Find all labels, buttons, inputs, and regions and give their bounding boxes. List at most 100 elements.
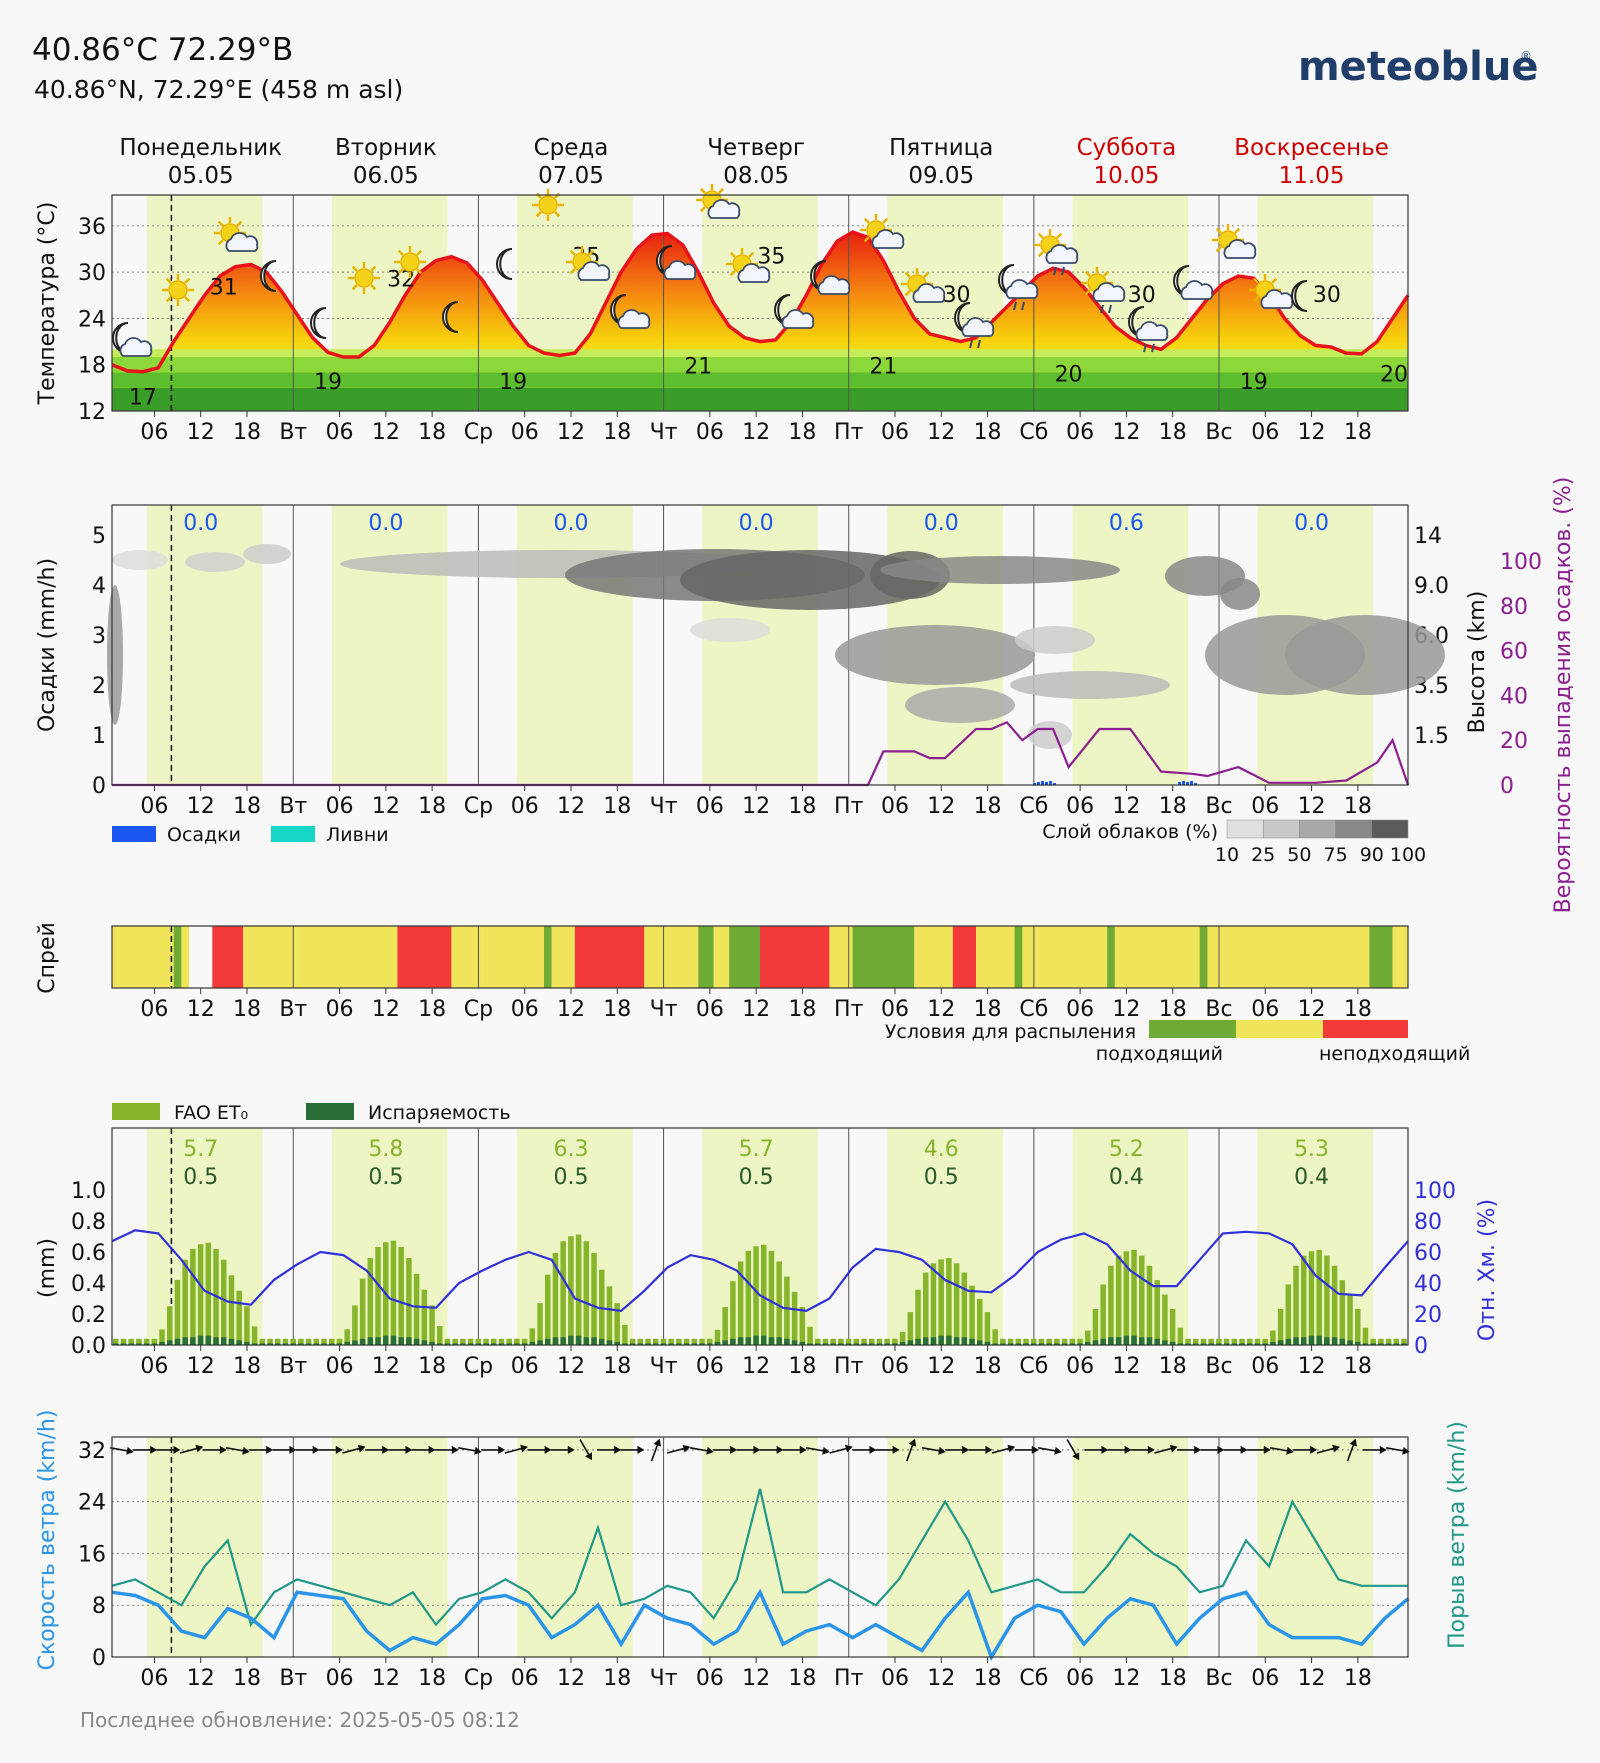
- evaporation-bar: [707, 1343, 713, 1345]
- evaporation-bar: [221, 1337, 227, 1345]
- evaporation-bar: [498, 1343, 505, 1345]
- evaporation-bar: [923, 1337, 929, 1345]
- evaporation-bar: [259, 1343, 266, 1345]
- temperature-axis-label: Температура (°C): [35, 202, 60, 406]
- wind-speed-line: [111, 1588, 1410, 1662]
- et0-bar: [359, 1278, 366, 1345]
- x-tick-label: 18: [603, 1354, 631, 1379]
- et0-bar: [290, 1338, 296, 1345]
- cloud-legend-tick: 10: [1215, 844, 1239, 866]
- sun-ray: [397, 249, 404, 256]
- wind-arrow-head: [219, 1445, 227, 1454]
- et0-total: 4.6: [924, 1137, 959, 1162]
- wind-arrow-head: [474, 1446, 482, 1455]
- spray-cell: [729, 926, 760, 988]
- x-tick-label: 12: [742, 420, 770, 445]
- evaporation-bar: [768, 1337, 775, 1345]
- et0-total: 5.8: [368, 1137, 403, 1162]
- wind-arrow-head: [126, 1446, 134, 1455]
- wind-arrow-head: [498, 1445, 506, 1454]
- brand-logo[interactable]: meteoblue: [1298, 44, 1539, 90]
- y-tick-label: 0: [92, 774, 106, 799]
- et0-bar: [807, 1326, 813, 1345]
- evaporation-bar: [830, 1343, 836, 1345]
- cloud-shape: [707, 199, 741, 219]
- evaporation-bar: [907, 1340, 914, 1345]
- page-subtitle: 40.86°N, 72.29°E (458 m asl): [34, 75, 403, 104]
- x-tick-label: 06: [881, 1666, 909, 1691]
- wind-arrow-head: [451, 1445, 459, 1454]
- sun-cloud-icon: [1249, 274, 1294, 309]
- sun-ray: [370, 265, 377, 272]
- cloud-shape: [1260, 289, 1294, 309]
- et0-bar: [560, 1241, 566, 1345]
- y-tick-label: 3: [92, 624, 106, 649]
- et0-bar: [1023, 1338, 1029, 1345]
- et0-bar: [1193, 1338, 1199, 1345]
- evaporation-bar: [1162, 1340, 1168, 1345]
- wind-arrow: [991, 1444, 1016, 1454]
- sun-ray: [729, 270, 736, 277]
- evaporation-bar: [506, 1343, 512, 1345]
- cloud-legend-title: Слой облаков (%): [1042, 821, 1218, 843]
- sun-ray: [1037, 232, 1044, 239]
- et0-bar: [267, 1338, 273, 1345]
- precipitation-total: 0.0: [368, 511, 403, 536]
- evaporation-bar: [1339, 1338, 1346, 1345]
- et0-legend-label: FAO ET₀: [174, 1102, 248, 1124]
- et0-bar: [1077, 1338, 1083, 1345]
- evaporation-bar: [1362, 1343, 1369, 1345]
- evaporation-bar: [467, 1343, 474, 1345]
- evaporation-bar: [977, 1340, 983, 1345]
- wind-arrow: [1246, 1445, 1271, 1454]
- wind-arrow: [713, 1445, 738, 1454]
- evaporation-bar: [452, 1343, 458, 1345]
- cloud-shape: [961, 317, 995, 337]
- evaporation-bar: [1007, 1343, 1014, 1345]
- precipitation-total: 0.0: [1294, 511, 1329, 536]
- et0-bar: [791, 1291, 798, 1345]
- et0-bar: [1285, 1284, 1292, 1345]
- showers-legend-label: Ливни: [326, 824, 389, 846]
- y-tick-label: 0.2: [71, 1303, 106, 1328]
- day-abbr-label: Пт: [834, 420, 864, 445]
- moon-cloud-icon: [656, 245, 697, 280]
- evaporation-bar: [1270, 1341, 1276, 1345]
- day-abbr-label: Ср: [464, 997, 493, 1022]
- min-temp-label: 19: [499, 370, 527, 395]
- probability-tick-label: 20: [1500, 729, 1528, 754]
- wind-arrow: [1038, 1446, 1062, 1455]
- sun-ray: [863, 217, 870, 224]
- evaporation-bar: [1262, 1343, 1268, 1345]
- x-tick-label: 18: [233, 1666, 261, 1691]
- y-tick-label: 24: [78, 1491, 106, 1516]
- weather-icons: [112, 184, 1308, 357]
- precipitation-bar: [1045, 782, 1048, 785]
- x-tick-label: 06: [696, 794, 724, 819]
- probability-tick-label: 80: [1500, 595, 1528, 620]
- et0-bar: [1139, 1255, 1145, 1345]
- evaporation-bar: [182, 1337, 188, 1345]
- wind-arrow: [342, 1444, 366, 1454]
- spray-cell: [1199, 926, 1208, 988]
- x-tick-label: 06: [881, 420, 909, 445]
- sun-ray: [1084, 289, 1091, 296]
- cloud-shape: [617, 309, 651, 329]
- wind-arrow-head: [173, 1445, 181, 1454]
- spray-cell: [297, 926, 398, 988]
- sun-icon: [348, 262, 380, 294]
- cloud-layer: [1015, 626, 1095, 654]
- et0-bar: [1331, 1265, 1338, 1345]
- et0-bar: [722, 1307, 728, 1345]
- et0-bar: [545, 1274, 551, 1345]
- sun-ray: [351, 265, 358, 272]
- x-tick-label: 12: [742, 1354, 770, 1379]
- sun-ray: [904, 271, 911, 278]
- et0-bar: [1169, 1308, 1176, 1345]
- x-tick-label: 06: [881, 1354, 909, 1379]
- page-title: 40.86°C 72.29°В: [32, 32, 293, 68]
- et0-bar: [1231, 1338, 1238, 1345]
- evaporation-bar: [853, 1343, 860, 1345]
- et0-bar: [714, 1329, 721, 1345]
